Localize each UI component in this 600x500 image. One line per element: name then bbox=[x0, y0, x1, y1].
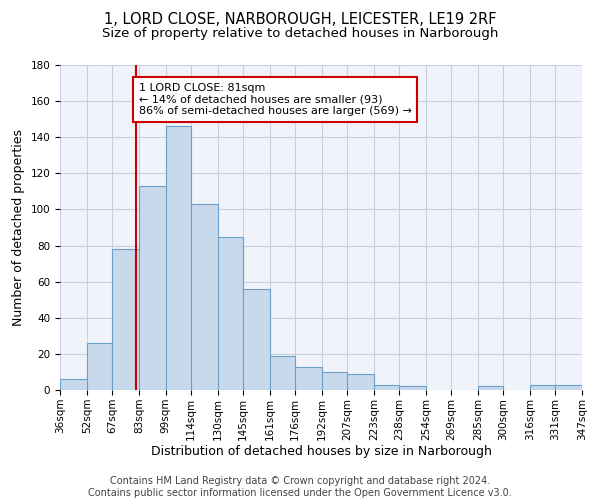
Bar bbox=[555, 384, 582, 390]
Bar bbox=[347, 374, 374, 390]
X-axis label: Distribution of detached houses by size in Narborough: Distribution of detached houses by size … bbox=[151, 446, 491, 458]
Bar bbox=[530, 384, 555, 390]
Bar bbox=[399, 386, 426, 390]
Bar bbox=[87, 343, 112, 390]
Bar bbox=[243, 289, 270, 390]
Bar bbox=[166, 126, 191, 390]
Bar bbox=[191, 204, 218, 390]
Bar bbox=[374, 384, 399, 390]
Text: 1, LORD CLOSE, NARBOROUGH, LEICESTER, LE19 2RF: 1, LORD CLOSE, NARBOROUGH, LEICESTER, LE… bbox=[104, 12, 496, 28]
Bar bbox=[60, 379, 87, 390]
Text: Contains HM Land Registry data © Crown copyright and database right 2024.
Contai: Contains HM Land Registry data © Crown c… bbox=[88, 476, 512, 498]
Bar bbox=[218, 236, 243, 390]
Y-axis label: Number of detached properties: Number of detached properties bbox=[12, 129, 25, 326]
Bar bbox=[112, 249, 139, 390]
Bar bbox=[322, 372, 347, 390]
Bar bbox=[139, 186, 166, 390]
Bar bbox=[295, 366, 322, 390]
Text: 1 LORD CLOSE: 81sqm
← 14% of detached houses are smaller (93)
86% of semi-detach: 1 LORD CLOSE: 81sqm ← 14% of detached ho… bbox=[139, 83, 412, 116]
Text: Size of property relative to detached houses in Narborough: Size of property relative to detached ho… bbox=[102, 28, 498, 40]
Bar bbox=[270, 356, 295, 390]
Bar bbox=[478, 386, 503, 390]
